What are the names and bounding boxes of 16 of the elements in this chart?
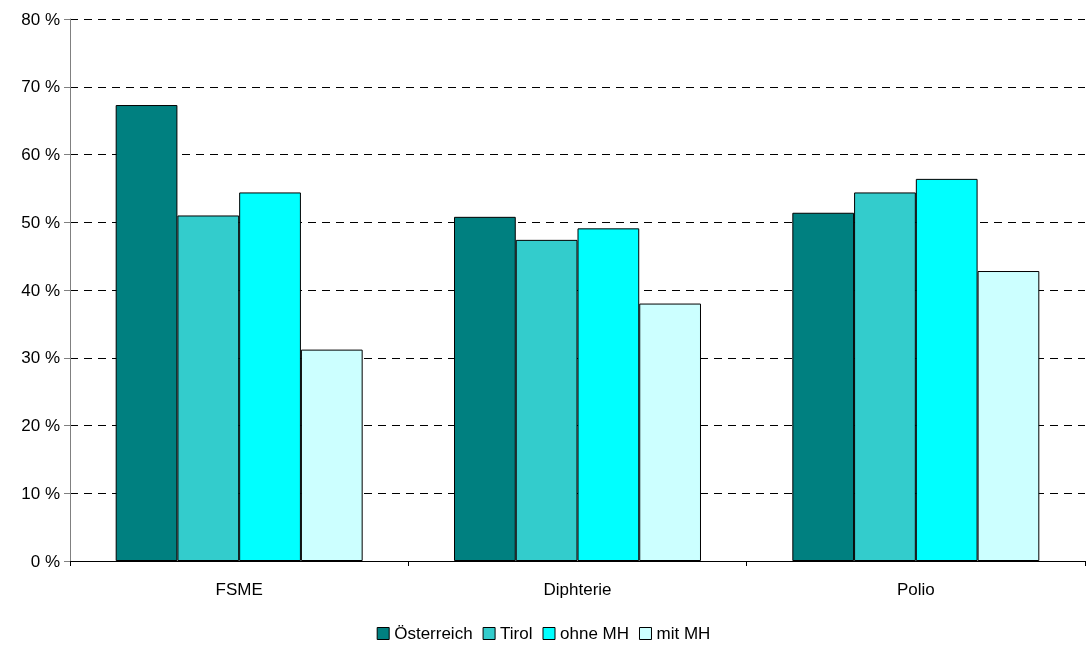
legend-label: Tirol <box>500 624 533 643</box>
legend-label: mit MH <box>656 624 711 643</box>
legend-label: ohne MH <box>560 624 629 643</box>
x-tick-label: Diphterie <box>543 580 612 599</box>
y-tick-label: 0 % <box>30 551 60 571</box>
y-tick-label: 50 % <box>21 212 60 232</box>
y-tick-label: 80 % <box>21 9 60 29</box>
y-tick-label: 10 % <box>21 483 60 503</box>
x-tick-label: Polio <box>896 580 935 599</box>
y-tick-label: 70 % <box>21 77 60 97</box>
y-tick-label: 60 % <box>21 145 60 164</box>
legend-label: Österreich <box>394 624 473 643</box>
y-tick-label: 40 % <box>21 280 60 300</box>
y-tick-label: 30 % <box>21 348 60 368</box>
x-tick-label: FSME <box>215 580 263 599</box>
y-tick-label: 20 % <box>21 416 60 435</box>
